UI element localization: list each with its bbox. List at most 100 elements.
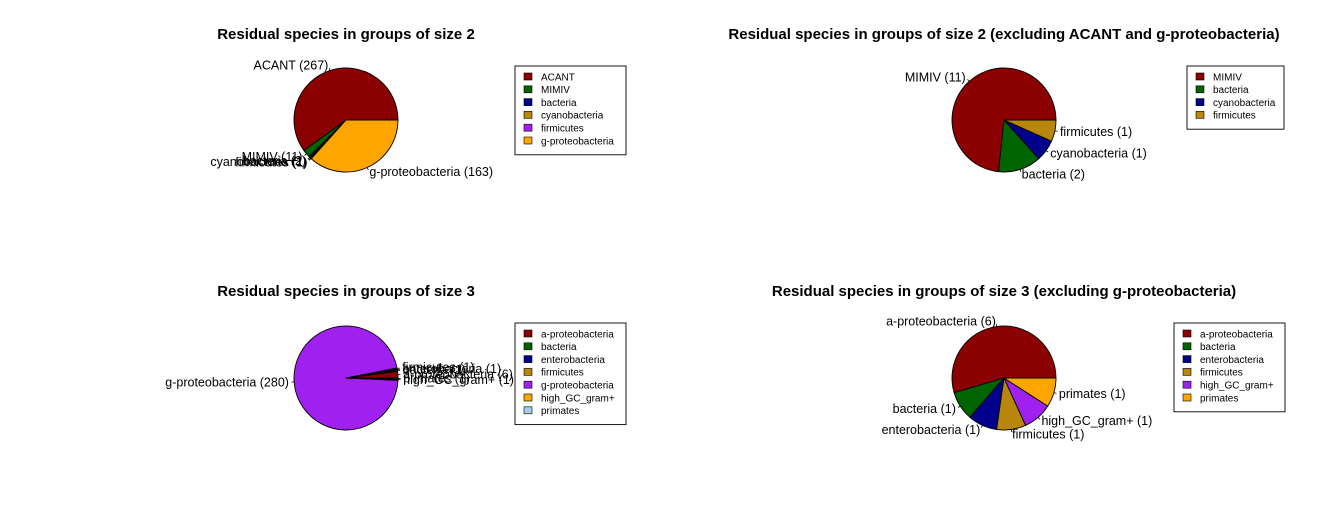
legend-label-enterobacteria: enterobacteria [1200,355,1264,366]
slice-label-cyanobacteria: cyanobacteria (1) [210,155,307,169]
slice-label-a-proteobacteria: a-proteobacteria (6) [886,314,996,328]
legend-swatch-g-proteobacteria [523,380,533,389]
slice-label-a-proteobacteria: a-proteobacteria (6) [403,367,513,381]
label-leader-high-gc-gram [1037,417,1041,420]
label-leader-bacteria [1019,169,1022,173]
legend-swatch-cyanobacteria [523,111,533,119]
legend-label-acant: ACANT [541,72,575,83]
panel-4-legend: a-proteobacteria bacteria enterobacteria fi… [1173,322,1286,413]
panel-1-title: Residual species in groups of size 2 [217,26,475,43]
legend-box [514,322,627,426]
legend-label-firmicutes: firmicutes [541,368,584,379]
slice-label-primates: primates (1) [403,372,470,386]
slice-label-firmicutes: firmicutes (1) [1060,125,1132,139]
legend-swatch-mimiv [523,85,533,94]
panel-3-title: Residual species in groups of size 3 [217,283,475,300]
legend-label-high-gc-gram: high_GC_gram+ [541,393,615,404]
legend-label-bacteria: bacteria [541,98,577,109]
panel-1-legend: ACANT MIMIV bacteria cyanobacteria firmicute… [514,65,627,156]
legend-label-mimiv: MIMIV [541,85,570,96]
legend-label-g-proteobacteria: g-proteobacteria [541,381,614,392]
slice-label-enterobacteria: enterobacteria (1) [882,423,981,437]
legend-swatch-high-gc-gram [523,393,533,402]
legend-label-a-proteobacteria: a-proteobacteria [541,329,614,340]
legend-swatch-mimiv [1195,72,1205,81]
label-leader-enterobacteria [980,425,983,428]
legend-label-primates: primates [1200,393,1238,404]
legend-label-firmicutes: firmicutes [541,124,584,135]
legend-swatch-firmicutes [1182,368,1192,376]
panel-3: Residual species in groups of size 3 a-p… [165,283,627,431]
legend-swatch-firmicutes [523,368,533,376]
slice-label-enterobacteria: enterobacteria (1) [402,362,501,376]
legend-label-bacteria: bacteria [1213,85,1249,96]
panel-2-title: Residual species in groups of size 2 (ex… [728,26,1279,43]
panel-3-labels: a-proteobacteria (6)bacteria (1)enteroba… [165,361,514,390]
panel-2: Residual species in groups of size 2 (ex… [728,26,1285,181]
legend-label-mimiv: MIMIV [1213,72,1242,83]
panel-2-legend: MIMIV bacteria cyanobacteria firmicutes [1186,65,1285,130]
legend-box [1173,322,1286,413]
legend-box [514,65,627,156]
label-leader-cyanobacteria [1045,150,1049,153]
legend-swatch-firmicutes [523,123,533,132]
panel-4: Residual species in groups of size 3 (ex… [772,283,1286,442]
label-leader-primates [1053,392,1057,394]
slice-label-firmicutes: firmicutes (1) [1012,428,1084,442]
slice-label-bacteria: bacteria (2) [243,154,306,168]
slice-label-primates: primates (1) [1059,387,1126,401]
label-leader-firmicutes [1054,130,1058,132]
slice-label-bacteria: bacteria (1) [403,363,466,377]
legend-swatch-bacteria [1195,85,1205,94]
slice-label-g-proteobacteria: g-proteobacteria (163) [369,165,493,179]
panel-1-labels: ACANT (267) MIMIV (11)bacteria (2)cyanoba… [210,59,493,180]
legend-swatch-enterobacteria [523,355,533,363]
legend-swatch-cyanobacteria [1195,98,1205,106]
legend-label-enterobacteria: enterobacteria [541,355,605,366]
slice-label-firmicutes: firmicutes (1) [235,155,307,169]
slice-label-mimiv: MIMIV (11) [242,150,303,164]
label-leader-firmicutes [308,158,312,161]
slice-label-high-gc-gram: high_GC_gram+ (1) [1041,414,1152,428]
slice-primates [345,377,399,380]
legend-label-firmicutes: firmicutes [1200,368,1243,379]
legend-swatch-primates [523,406,533,415]
legend-label-g-proteobacteria: g-proteobacteria [541,136,614,147]
legend-swatch-acant [523,72,533,81]
slice-g-proteobacteria [310,119,399,173]
legend-swatch-bacteria [523,342,533,351]
panel-2-labels: MIMIV (11) bacteria (2) cyanobacteria (1) f… [905,70,1147,181]
label-leader-cyanobacteria [308,157,311,161]
legend-label-high-gc-gram: high_GC_gram+ [1200,381,1274,392]
label-leader-bacteria [307,156,310,160]
label-leader-acant [328,67,331,71]
panel-4-labels: a-proteobacteria (6) bacteria (1) enteroba… [882,314,1153,441]
legend-swatch-bacteria [1182,342,1192,351]
slice-label-high-gc-gram: high_GC_gram+ (1) [403,373,514,387]
legend-swatch-enterobacteria [1182,355,1192,363]
label-leader-g-proteobacteria [366,167,369,171]
legend-swatch-g-proteobacteria [523,136,533,145]
legend-label-firmicutes: firmicutes [1213,111,1256,122]
legend-label-bacteria: bacteria [541,342,577,353]
slice-label-firmicutes: firmicutes (1) [402,361,474,375]
legend-label-bacteria: bacteria [1200,342,1236,353]
legend-label-a-proteobacteria: a-proteobacteria [1200,329,1273,340]
legend-swatch-high-gc-gram [1182,380,1192,389]
panel-4-slices [951,325,1057,431]
panel-4-title: Residual species in groups of size 3 (ex… [772,283,1236,300]
label-leader-bacteria [957,405,961,408]
legend-label-cyanobacteria: cyanobacteria [541,111,604,122]
legend-swatch-a-proteobacteria [1182,329,1192,338]
slice-label-mimiv: MIMIV (11) [905,70,966,84]
label-leader-mimiv [304,153,307,156]
slice-label-bacteria: bacteria (2) [1022,167,1085,181]
legend-label-cyanobacteria: cyanobacteria [1213,98,1276,109]
panel-1-slices [293,67,399,173]
panel-2-slices [951,67,1057,173]
slice-label-acant: ACANT (267) [254,59,329,73]
legend-label-primates: primates [541,406,579,417]
slice-label-g-proteobacteria: g-proteobacteria (280) [165,375,289,389]
legend-swatch-primates [1182,393,1192,402]
